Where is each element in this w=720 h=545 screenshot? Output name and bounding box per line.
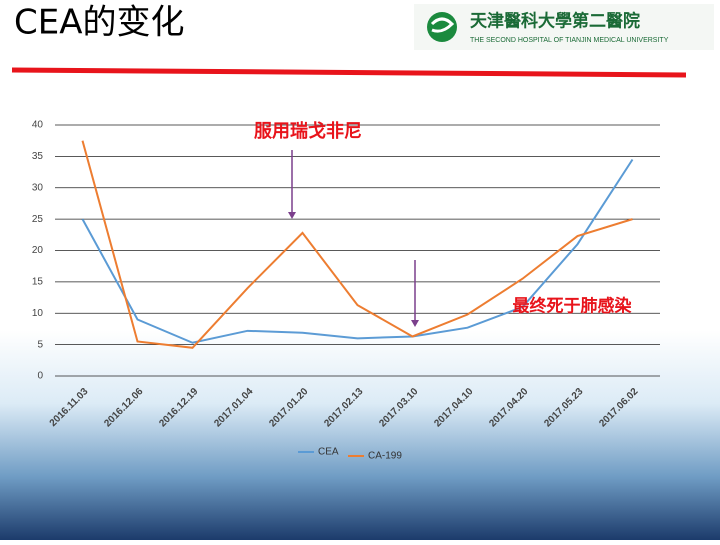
y-tick-label: 20 bbox=[32, 245, 44, 256]
logo-box bbox=[414, 4, 714, 50]
y-tick-label: 15 bbox=[32, 277, 44, 288]
arrow-head bbox=[288, 212, 296, 219]
title-rule bbox=[11, 67, 687, 78]
logo-mark bbox=[430, 17, 455, 33]
legend-label: CEA bbox=[318, 447, 339, 458]
annotation: 最终死于肺感染 bbox=[513, 295, 632, 315]
legend-label: CA-199 bbox=[368, 451, 402, 462]
logo-name: 天津醫科大學第二醫院 bbox=[470, 10, 640, 30]
logo-icon bbox=[427, 12, 457, 42]
logo-subtitle: THE SECOND HOSPITAL OF TIANJIN MEDICAL U… bbox=[470, 37, 669, 44]
series-line bbox=[81, 140, 633, 349]
background-image bbox=[0, 330, 720, 540]
y-tick-label: 40 bbox=[32, 120, 44, 131]
arrow-head bbox=[411, 320, 419, 327]
y-tick-label: 0 bbox=[37, 371, 43, 382]
slide-title: CEA的变化 bbox=[14, 3, 184, 43]
series-line bbox=[81, 158, 634, 344]
y-tick-label: 35 bbox=[32, 151, 44, 162]
annotation: 服用瑞戈非尼 bbox=[254, 120, 362, 141]
y-tick-label: 30 bbox=[32, 182, 44, 193]
y-tick-label: 10 bbox=[32, 308, 44, 319]
y-tick-label: 25 bbox=[32, 214, 44, 225]
y-tick-label: 5 bbox=[37, 339, 43, 350]
